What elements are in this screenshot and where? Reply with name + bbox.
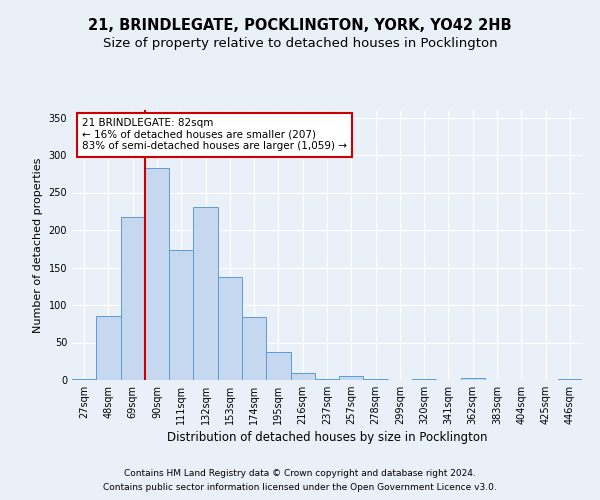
Bar (242, 317, 266, 380)
Bar (266, 352, 290, 380)
Bar (169, 250, 193, 380)
Bar (193, 207, 218, 380)
Bar (364, 378, 388, 380)
Y-axis label: Number of detached properties: Number of detached properties (33, 158, 43, 332)
Text: Contains public sector information licensed under the Open Government Licence v3: Contains public sector information licen… (103, 484, 497, 492)
Bar (121, 216, 145, 380)
Bar (339, 376, 364, 380)
Bar (218, 276, 242, 380)
Bar (461, 378, 485, 380)
Bar (412, 378, 436, 380)
Text: 21, BRINDLEGATE, POCKLINGTON, YORK, YO42 2HB: 21, BRINDLEGATE, POCKLINGTON, YORK, YO42… (88, 18, 512, 32)
Text: 21 BRINDLEGATE: 82sqm
← 16% of detached houses are smaller (207)
83% of semi-det: 21 BRINDLEGATE: 82sqm ← 16% of detached … (82, 118, 347, 152)
Bar (315, 378, 339, 380)
Text: Contains HM Land Registry data © Crown copyright and database right 2024.: Contains HM Land Registry data © Crown c… (124, 468, 476, 477)
Text: Size of property relative to detached houses in Pocklington: Size of property relative to detached ho… (103, 38, 497, 51)
Bar (72, 378, 96, 380)
Bar (145, 168, 169, 380)
X-axis label: Distribution of detached houses by size in Pocklington: Distribution of detached houses by size … (167, 432, 487, 444)
Bar (558, 378, 582, 380)
Bar (96, 316, 121, 380)
Bar (290, 372, 315, 380)
